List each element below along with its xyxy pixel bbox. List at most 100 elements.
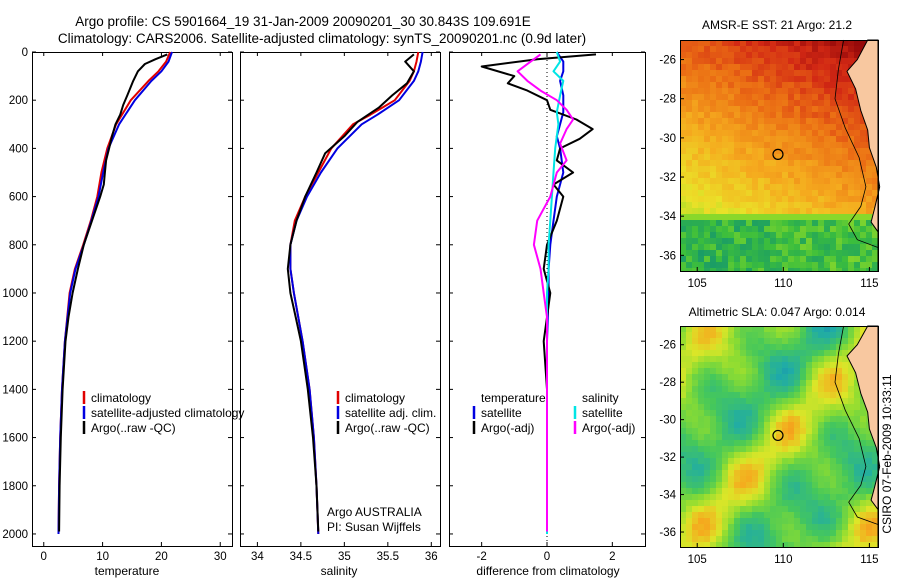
heatmap-cell <box>872 172 878 178</box>
heatmap-cell <box>710 428 716 434</box>
heatmap-cell <box>794 482 800 488</box>
heatmap-cell <box>770 380 776 386</box>
heatmap-cell <box>752 458 758 464</box>
heatmap-cell <box>698 250 704 256</box>
heatmap-cell <box>758 380 764 386</box>
heatmap-cell <box>854 476 860 482</box>
heatmap-cell <box>818 530 824 536</box>
heatmap-cell <box>848 536 854 542</box>
heatmap-cell <box>704 178 710 184</box>
heatmap-cell <box>734 434 740 440</box>
heatmap-cell <box>776 106 782 112</box>
heatmap-cell <box>716 214 722 220</box>
heatmap-cell <box>770 40 776 46</box>
heatmap-cell <box>806 82 812 88</box>
heatmap-cell <box>764 464 770 470</box>
heatmap-cell <box>710 154 716 160</box>
heatmap-cell <box>686 58 692 64</box>
heatmap-cell <box>728 52 734 58</box>
heatmap-cell <box>824 226 830 232</box>
heatmap-cell <box>734 332 740 338</box>
heatmap-cell <box>812 46 818 52</box>
heatmap-cell <box>806 106 812 112</box>
heatmap-cell <box>728 368 734 374</box>
heatmap-cell <box>764 160 770 166</box>
heatmap-cell <box>806 64 812 70</box>
heatmap-cell <box>698 392 704 398</box>
heatmap-cell <box>842 386 848 392</box>
heatmap-cell <box>824 356 830 362</box>
heatmap-cell <box>854 386 860 392</box>
heatmap-cell <box>830 488 836 494</box>
heatmap-cell <box>806 518 812 524</box>
heatmap-cell <box>680 136 686 142</box>
heatmap-cell <box>776 458 782 464</box>
heatmap-cell <box>806 118 812 124</box>
heatmap-cell <box>788 440 794 446</box>
heatmap-cell <box>782 386 788 392</box>
heatmap-cell <box>824 410 830 416</box>
heatmap-cell <box>692 130 698 136</box>
heatmap-cell <box>812 380 818 386</box>
heatmap-cell <box>848 428 854 434</box>
heatmap-cell <box>854 470 860 476</box>
sla-map-title: Altimetric SLA: 0.047 Argo: 0.014 <box>689 305 866 319</box>
heatmap-cell <box>836 398 842 404</box>
heatmap-cell <box>734 142 740 148</box>
heatmap-cell <box>770 82 776 88</box>
heatmap-cell <box>764 428 770 434</box>
heatmap-cell <box>764 476 770 482</box>
heatmap-cell <box>746 362 752 368</box>
heatmap-cell <box>716 470 722 476</box>
heatmap-cell <box>824 160 830 166</box>
heatmap-cell <box>704 94 710 100</box>
heatmap-cell <box>824 232 830 238</box>
heatmap-cell <box>812 184 818 190</box>
heatmap-cell <box>698 374 704 380</box>
heatmap-cell <box>704 434 710 440</box>
heatmap-cell <box>746 458 752 464</box>
heatmap-cell <box>830 392 836 398</box>
heatmap-cell <box>734 70 740 76</box>
heatmap-cell <box>680 434 686 440</box>
heatmap-cell <box>722 58 728 64</box>
heatmap-cell <box>818 344 824 350</box>
heatmap-cell <box>752 374 758 380</box>
heatmap-cell <box>704 476 710 482</box>
heatmap-cell <box>692 530 698 536</box>
heatmap-cell <box>812 250 818 256</box>
heatmap-cell <box>704 440 710 446</box>
heatmap-cell <box>824 220 830 226</box>
heatmap-cell <box>728 398 734 404</box>
heatmap-cell <box>830 166 836 172</box>
heatmap-cell <box>830 76 836 82</box>
heatmap-cell <box>698 232 704 238</box>
heatmap-cell <box>698 416 704 422</box>
heatmap-cell <box>788 160 794 166</box>
heatmap-cell <box>728 130 734 136</box>
heatmap-cell <box>746 326 752 332</box>
heatmap-cell <box>806 506 812 512</box>
heatmap-cell <box>776 160 782 166</box>
heatmap-cell <box>686 70 692 76</box>
heatmap-cell <box>740 416 746 422</box>
heatmap-cell <box>692 124 698 130</box>
heatmap-cell <box>758 404 764 410</box>
heatmap-cell <box>734 166 740 172</box>
heatmap-cell <box>788 428 794 434</box>
heatmap-cell <box>872 530 878 536</box>
heatmap-cell <box>698 136 704 142</box>
heatmap-cell <box>824 536 830 542</box>
heatmap-cell <box>854 380 860 386</box>
heatmap-cell <box>686 512 692 518</box>
heatmap-cell <box>722 362 728 368</box>
heatmap-cell <box>842 326 848 332</box>
heatmap-cell <box>836 452 842 458</box>
heatmap-cell <box>806 464 812 470</box>
heatmap-cell <box>734 262 740 268</box>
heatmap-cell <box>710 362 716 368</box>
heatmap-cell <box>776 142 782 148</box>
heatmap-cell <box>812 332 818 338</box>
heatmap-cell <box>704 256 710 262</box>
heatmap-cell <box>866 482 872 488</box>
